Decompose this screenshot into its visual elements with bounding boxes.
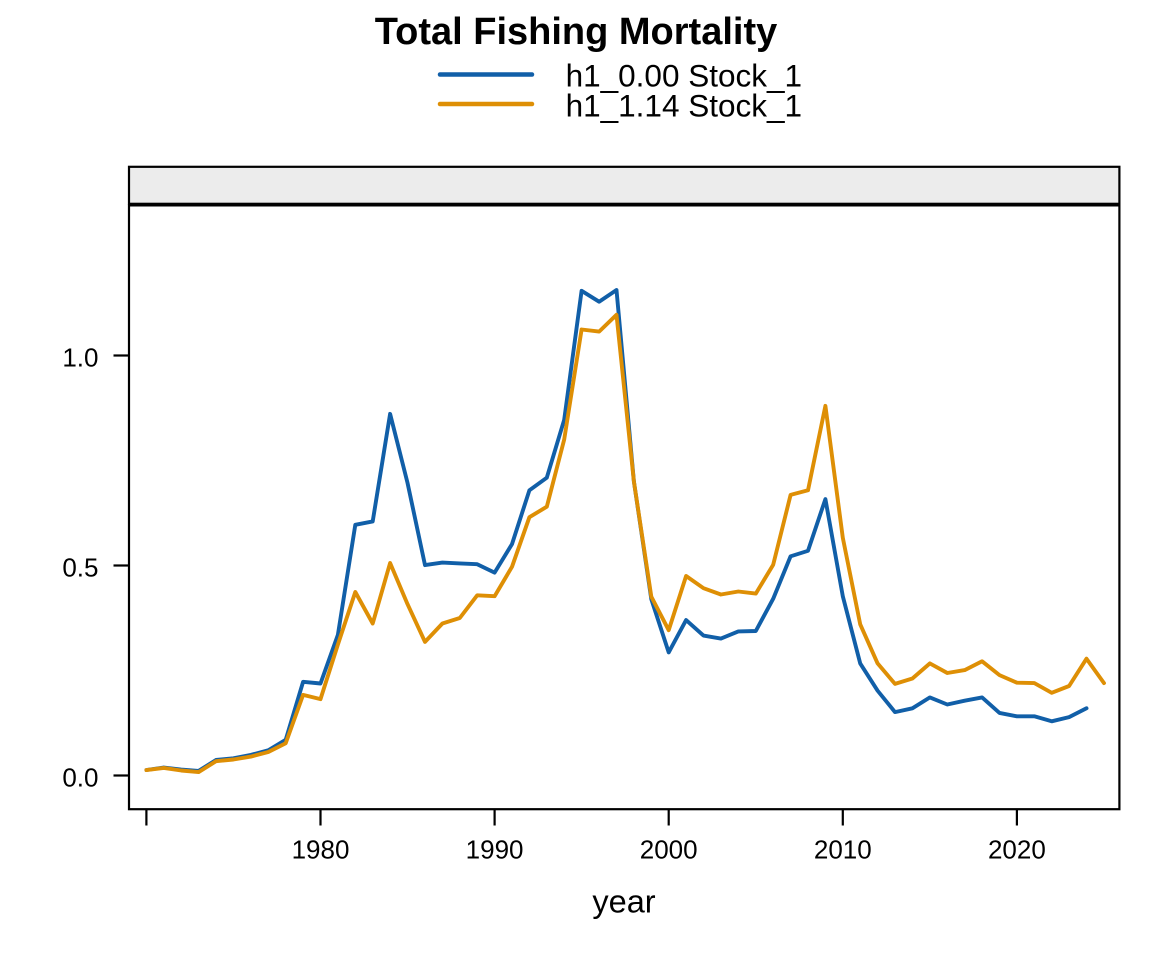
svg-text:h1_1.14 Stock_1: h1_1.14 Stock_1 bbox=[566, 88, 802, 124]
svg-text:1.0: 1.0 bbox=[62, 343, 98, 373]
svg-text:h1_0.00 Stock_1: h1_0.00 Stock_1 bbox=[566, 57, 802, 93]
svg-text:1980: 1980 bbox=[292, 834, 350, 864]
svg-text:2000: 2000 bbox=[640, 834, 698, 864]
svg-text:1990: 1990 bbox=[466, 834, 524, 864]
svg-text:2010: 2010 bbox=[814, 834, 872, 864]
svg-text:2020: 2020 bbox=[988, 834, 1046, 864]
svg-text:0.5: 0.5 bbox=[62, 553, 98, 583]
svg-text:year: year bbox=[592, 883, 655, 919]
svg-text:Total Fishing Mortality: Total Fishing Mortality bbox=[375, 11, 778, 53]
svg-text:0.0: 0.0 bbox=[62, 763, 98, 793]
